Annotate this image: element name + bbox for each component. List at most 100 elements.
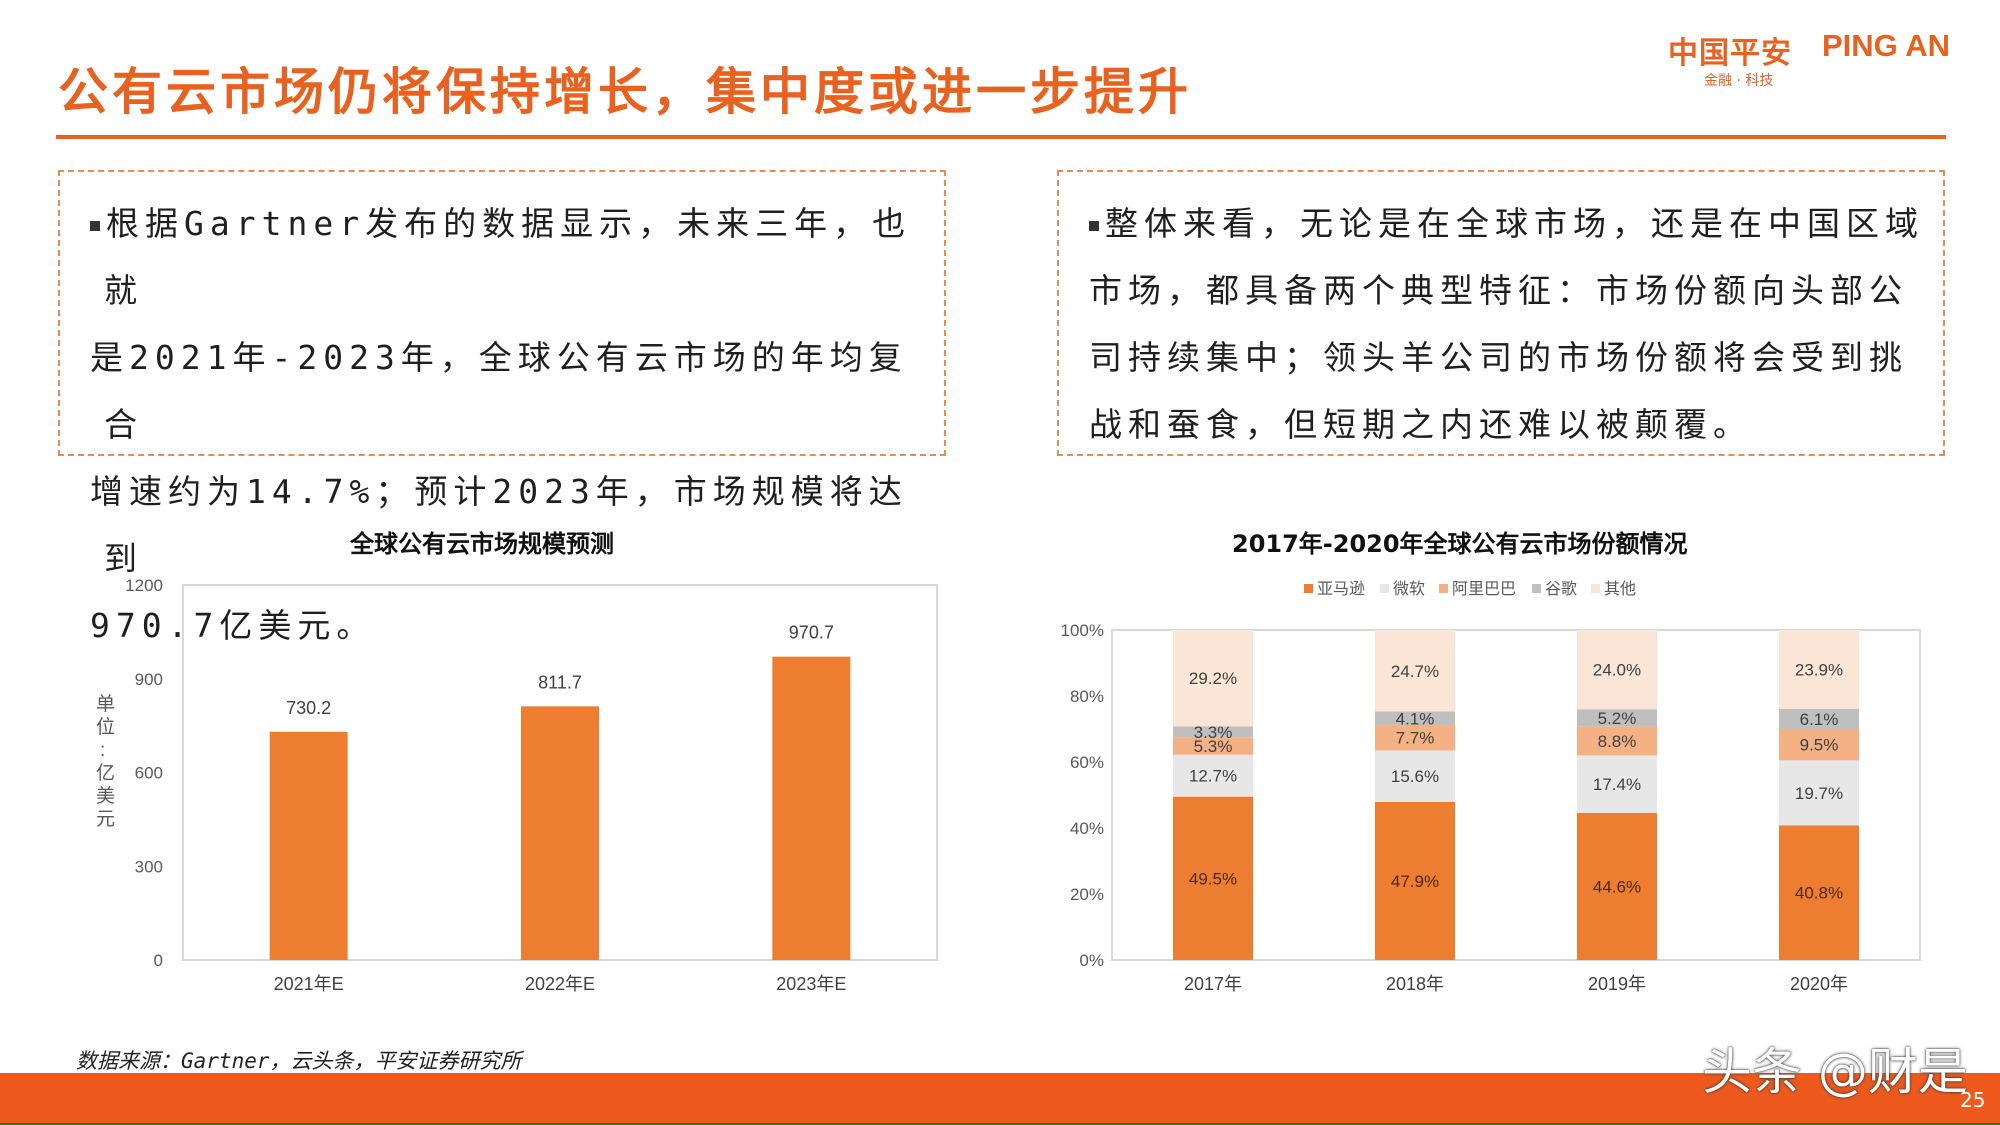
segment-value-label: 47.9% bbox=[1391, 872, 1439, 891]
bar-value-label: 811.7 bbox=[538, 672, 582, 692]
left-text-box: 根据Gartner发布的数据显示，未来三年，也就 是2021年-2023年，全球… bbox=[58, 170, 946, 645]
legend-swatch bbox=[1591, 584, 1600, 593]
stacked-segment bbox=[1375, 750, 1455, 802]
segment-value-label: 7.7% bbox=[1396, 729, 1435, 748]
y-tick-label: 1200 bbox=[125, 576, 163, 595]
stacked-segment bbox=[1375, 630, 1455, 712]
stacked-segment bbox=[1173, 737, 1253, 755]
x-tick-label: 2020年 bbox=[1790, 974, 1848, 994]
chart1-title: 全球公有云市场规模预测 bbox=[350, 530, 614, 558]
segment-value-label: 8.8% bbox=[1598, 732, 1637, 751]
segment-value-label: 49.5% bbox=[1189, 869, 1237, 888]
legend-label: 微软 bbox=[1393, 580, 1425, 598]
segment-value-label: 9.5% bbox=[1800, 736, 1839, 755]
legend-swatch bbox=[1439, 584, 1448, 593]
right-line-1: 整体来看，无论是在全球市场，还是在中国区域 bbox=[1089, 190, 1929, 257]
page-title: 公有云市场仍将保持增长，集中度或进一步提升 bbox=[58, 62, 1192, 121]
right-line-3: 司持续集中；领头羊公司的市场份额将会受到挑 bbox=[1089, 338, 1908, 377]
segment-value-label: 24.7% bbox=[1391, 662, 1439, 681]
bar-value-label: 970.7 bbox=[789, 623, 834, 643]
segment-value-label: 19.7% bbox=[1795, 784, 1843, 803]
segment-value-label: 3.3% bbox=[1194, 723, 1233, 742]
right-line-4: 战和蚕食，但短期之内还难以被颠覆。 bbox=[1089, 405, 1752, 444]
data-source-note: 数据来源：Gartner，云头条，平安证券研究所 bbox=[76, 1049, 522, 1073]
stacked-segment bbox=[1577, 726, 1657, 756]
footer-green-line bbox=[0, 1123, 2000, 1125]
stacked-segment bbox=[1577, 709, 1657, 727]
right-text-box: 整体来看，无论是在全球市场，还是在中国区域 市场，都具备两个典型特征：市场份额向… bbox=[1057, 170, 1945, 456]
y-tick-label: 40% bbox=[1070, 819, 1104, 838]
stacked-segment bbox=[1173, 796, 1253, 960]
stacked-segment bbox=[1779, 630, 1859, 709]
logo-chinese-text: 中国平安 bbox=[1668, 36, 1792, 71]
y-axis-label: 单位:亿美元 bbox=[96, 693, 115, 830]
pingan-logo: 中国平安 PING AN 金融 · 科技 bbox=[1668, 28, 1978, 90]
bar bbox=[772, 656, 851, 960]
legend-label: 阿里巴巴 bbox=[1452, 580, 1516, 598]
left-line-4: 970.7亿美元。 bbox=[90, 606, 376, 645]
y-tick-label: 60% bbox=[1070, 753, 1104, 772]
y-tick-label: 80% bbox=[1070, 687, 1104, 706]
market-size-bar-chart: 0 300 600 900 1200 单位:亿美元 730.2 2021年E 811.7 2022… bbox=[96, 576, 938, 994]
segment-value-label: 15.6% bbox=[1391, 767, 1439, 786]
chart2-title: 2017年-2020年全球公有云市场份额情况 bbox=[1232, 530, 1688, 558]
logo-english-text: PING AN bbox=[1822, 28, 1951, 63]
footer-bar bbox=[0, 1073, 2000, 1123]
bullet-icon bbox=[90, 220, 100, 231]
legend-label: 亚马逊 bbox=[1317, 580, 1365, 598]
stacked-segment bbox=[1173, 630, 1253, 727]
stacked-segment bbox=[1779, 760, 1859, 826]
left-line-2: 是2021年-2023年，全球公有云市场的年均复合 bbox=[90, 338, 908, 444]
x-tick-label: 2018年 bbox=[1386, 974, 1444, 994]
segment-value-label: 17.4% bbox=[1593, 775, 1641, 794]
bar-value-label: 730.2 bbox=[286, 698, 331, 718]
segment-value-label: 29.2% bbox=[1189, 669, 1237, 688]
y-tick-label: 600 bbox=[135, 764, 163, 783]
segment-value-label: 5.2% bbox=[1598, 709, 1637, 728]
stacked-segment bbox=[1779, 708, 1859, 729]
segment-value-label: 4.1% bbox=[1396, 709, 1435, 728]
segment-value-label: 44.6% bbox=[1593, 877, 1641, 896]
stacked-segment bbox=[1577, 755, 1657, 813]
logo-tagline: 金融 · 科技 bbox=[1704, 73, 1774, 89]
x-tick-label: 2022年E bbox=[525, 974, 595, 994]
bar bbox=[269, 731, 348, 960]
x-tick-label: 2019年 bbox=[1588, 974, 1646, 994]
title-divider bbox=[56, 135, 1946, 139]
stacked-segment bbox=[1375, 711, 1455, 726]
segment-value-label: 23.9% bbox=[1795, 660, 1843, 679]
segment-value-label: 24.0% bbox=[1593, 661, 1641, 680]
stacked-segment bbox=[1375, 801, 1455, 960]
stacked-segment bbox=[1779, 825, 1859, 960]
stacked-segment bbox=[1173, 754, 1253, 797]
right-line-2: 市场，都具备两个典型特征：市场份额向头部公 bbox=[1089, 271, 1908, 310]
y-tick-label: 100% bbox=[1061, 621, 1104, 640]
x-tick-label: 2017年 bbox=[1184, 974, 1242, 994]
watermark: 头条 @财是 bbox=[1702, 1043, 1968, 1101]
y-tick-label: 20% bbox=[1070, 885, 1104, 904]
stacked-segment bbox=[1173, 726, 1253, 738]
stacked-segment bbox=[1779, 729, 1859, 761]
x-tick-label: 2023年E bbox=[776, 974, 846, 994]
segment-value-label: 40.8% bbox=[1795, 884, 1843, 903]
y-tick-label: 0% bbox=[1079, 951, 1104, 970]
left-line-1: 根据Gartner发布的数据显示，未来三年，也就 bbox=[90, 190, 930, 324]
segment-value-label: 12.7% bbox=[1189, 767, 1237, 786]
x-tick-label: 2021年E bbox=[274, 974, 344, 994]
legend-swatch bbox=[1532, 584, 1541, 593]
y-tick-label: 300 bbox=[135, 857, 163, 876]
y-tick-label: 0 bbox=[154, 951, 163, 970]
legend-swatch bbox=[1380, 584, 1389, 593]
segment-value-label: 5.3% bbox=[1194, 737, 1233, 756]
stacked-segment bbox=[1577, 812, 1657, 960]
page-number: 25 bbox=[1960, 1088, 1986, 1112]
legend-swatch bbox=[1304, 584, 1313, 593]
legend-label: 谷歌 bbox=[1545, 580, 1577, 598]
market-share-stacked-chart: 0% 20% 40% 60% 80% 100% 亚马逊 微软 阿里巴巴 谷歌 其他 49.5% 12.7… bbox=[1061, 580, 1921, 994]
stacked-segment bbox=[1375, 725, 1455, 751]
y-tick-label: 900 bbox=[135, 670, 163, 689]
segment-value-label: 6.1% bbox=[1800, 710, 1839, 729]
stacked-segment bbox=[1577, 630, 1657, 710]
plot-frame bbox=[1111, 629, 1921, 961]
bar bbox=[521, 706, 599, 960]
